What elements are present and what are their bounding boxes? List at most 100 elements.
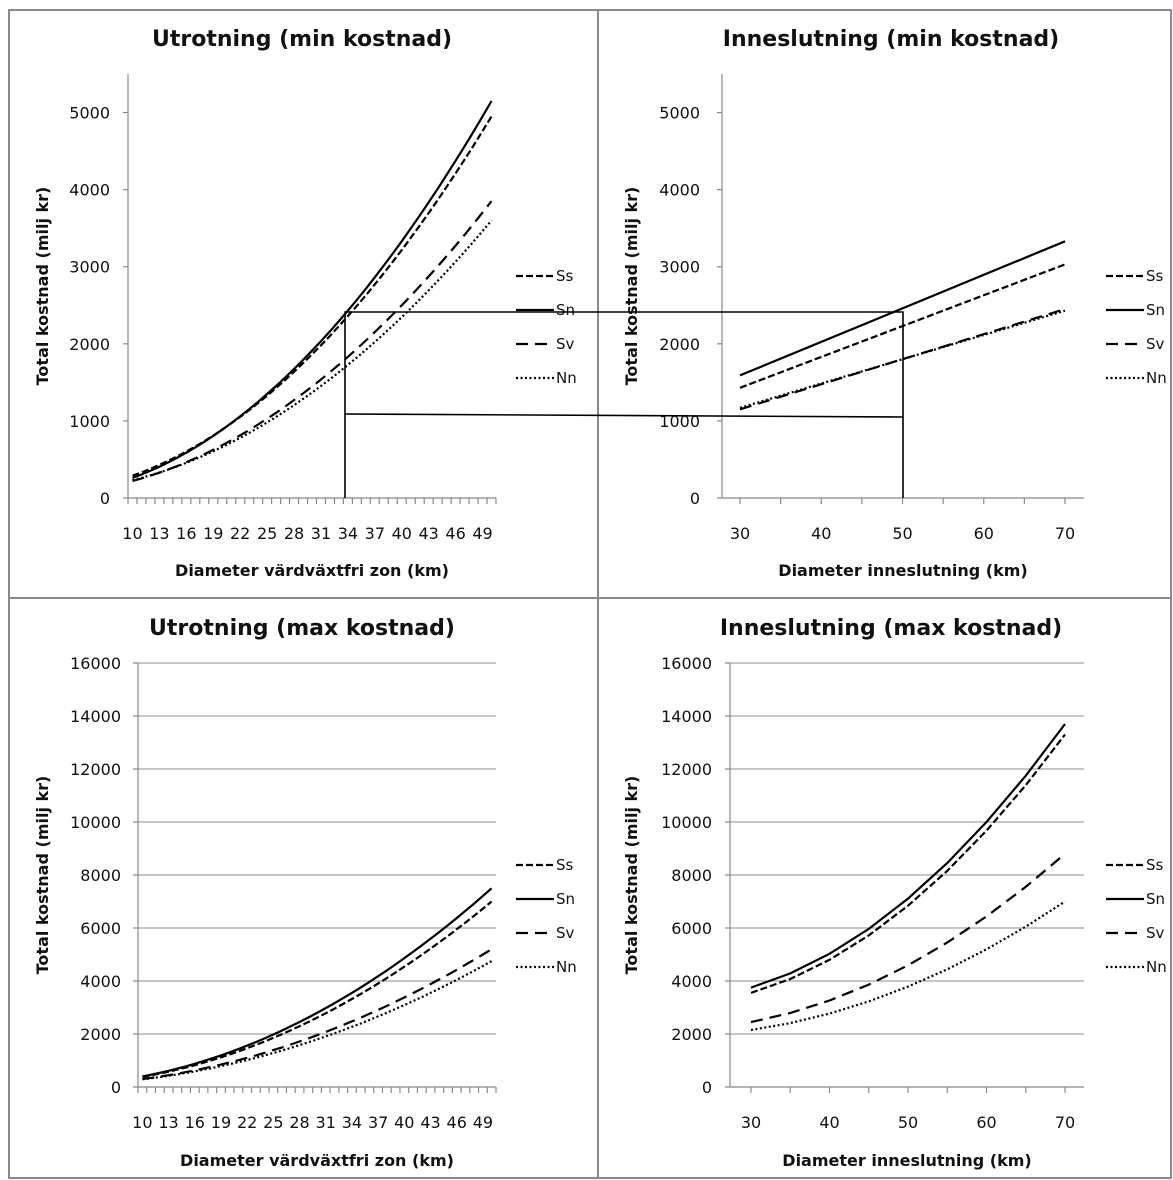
- x-tick-label: 50: [898, 1113, 918, 1132]
- x-axis-label: Diameter värdväxtfri zon (km): [180, 1151, 454, 1170]
- x-tick-label: 28: [284, 524, 304, 543]
- x-tick-label: 22: [237, 1113, 257, 1132]
- x-tick-label: 13: [158, 1113, 178, 1132]
- y-tick-label: 1000: [659, 412, 700, 431]
- chart-panel-1: Utrotning (min kostnad) Total kostnad (mi…: [33, 27, 577, 580]
- x-tick-label: 60: [976, 1113, 996, 1132]
- series-line-ss: [132, 115, 493, 477]
- x-tick-label: 31: [316, 1113, 336, 1132]
- legend-label-nn: Nn: [556, 369, 577, 387]
- panel-border-bottom-right: [597, 597, 1172, 1179]
- y-tick-label: 8000: [80, 866, 121, 885]
- y-axis-label: Total kostnad (milj kr): [622, 187, 641, 386]
- x-tick-label: 43: [419, 524, 439, 543]
- series-line-sn: [750, 723, 1066, 989]
- y-tick-label: 2000: [80, 1025, 121, 1044]
- x-tick-label: 30: [730, 524, 750, 543]
- chart-title: Utrotning (max kostnad): [149, 616, 455, 641]
- x-tick-label: 22: [230, 524, 250, 543]
- x-tick-label: 10: [122, 524, 142, 543]
- legend-label-ss: Ss: [1146, 856, 1164, 874]
- x-axis-label: Diameter inneslutning (km): [782, 1151, 1031, 1170]
- legend-label-sn: Sn: [556, 890, 575, 908]
- legend-label-nn: Nn: [556, 958, 577, 976]
- y-tick-label: 3000: [69, 258, 110, 277]
- legend-label-nn: Nn: [1146, 369, 1167, 387]
- y-tick-label: 10000: [661, 813, 712, 832]
- legend-label-sn: Sn: [1146, 301, 1165, 319]
- x-tick-label: 25: [263, 1113, 283, 1132]
- series-line-ss: [142, 900, 493, 1078]
- y-tick-label: 0: [702, 1078, 712, 1097]
- legend-label-ss: Ss: [1146, 267, 1164, 285]
- y-tick-label: 0: [690, 489, 700, 508]
- x-tick-label: 60: [974, 524, 994, 543]
- y-tick-label: 1000: [69, 412, 110, 431]
- y-tick-label: 6000: [80, 919, 121, 938]
- legend-label-sv: Sv: [556, 924, 575, 942]
- series-line-sv: [142, 948, 493, 1081]
- x-tick-label: 37: [368, 1113, 388, 1132]
- chart-panel-2: Inneslutning (min kostnad) Total kostnad …: [622, 27, 1167, 580]
- y-tick-label: 0: [100, 489, 110, 508]
- x-tick-label: 46: [445, 524, 465, 543]
- x-tick-label: 34: [342, 1113, 362, 1132]
- x-tick-label: 30: [741, 1113, 761, 1132]
- panel-border-top-right: [597, 9, 1172, 599]
- x-tick-label: 40: [392, 524, 412, 543]
- x-tick-label: 46: [447, 1113, 467, 1132]
- x-tick-label: 19: [203, 524, 223, 543]
- panel-borders: [8, 9, 1172, 1179]
- series-line-sv: [132, 200, 493, 483]
- overlay-bracket-upper: [344, 311, 904, 498]
- x-tick-label: 16: [176, 524, 196, 543]
- legend-label-sn: Sn: [1146, 890, 1165, 908]
- x-tick-label: 13: [149, 524, 169, 543]
- x-tick-label: 70: [1055, 1113, 1075, 1132]
- y-tick-label: 6000: [671, 919, 712, 938]
- legend-label-sv: Sv: [556, 335, 575, 353]
- x-tick-label: 10: [132, 1113, 152, 1132]
- x-tick-label: 50: [892, 524, 912, 543]
- y-tick-label: 4000: [69, 181, 110, 200]
- y-tick-label: 5000: [659, 104, 700, 123]
- y-tick-label: 8000: [671, 866, 712, 885]
- x-tick-label: 40: [811, 524, 831, 543]
- y-tick-label: 16000: [661, 654, 712, 673]
- series-line-sn: [142, 887, 493, 1078]
- x-tick-label: 16: [185, 1113, 205, 1132]
- chart-title: Inneslutning (min kostnad): [723, 27, 1059, 52]
- y-axis-label: Total kostnad (milj kr): [33, 776, 52, 975]
- y-tick-label: 0: [111, 1078, 121, 1097]
- y-tick-label: 4000: [659, 181, 700, 200]
- overlay-line-lower: [344, 413, 904, 418]
- y-tick-label: 5000: [69, 104, 110, 123]
- series-line-ss: [750, 733, 1066, 994]
- y-tick-label: 3000: [659, 258, 700, 277]
- y-tick-label: 2000: [659, 335, 700, 354]
- x-tick-label: 31: [311, 524, 331, 543]
- legend-label-nn: Nn: [1146, 958, 1167, 976]
- x-tick-label: 19: [211, 1113, 231, 1132]
- x-tick-label: 34: [338, 524, 358, 543]
- series-line-sn: [132, 100, 493, 480]
- x-tick-label: 37: [365, 524, 385, 543]
- chart-panel-4: Inneslutning (max kostnad) Total kostnad …: [622, 616, 1167, 1170]
- legend-label-sn: Sn: [556, 301, 575, 319]
- y-tick-label: 2000: [69, 335, 110, 354]
- chart-title: Utrotning (min kostnad): [152, 27, 452, 52]
- y-tick-label: 14000: [70, 707, 121, 726]
- x-axis-label: Diameter inneslutning (km): [778, 561, 1027, 580]
- x-tick-label: 49: [472, 524, 492, 543]
- y-tick-label: 4000: [671, 972, 712, 991]
- y-tick-label: 12000: [661, 760, 712, 779]
- x-tick-label: 25: [257, 524, 277, 543]
- y-tick-label: 4000: [80, 972, 121, 991]
- legend-label-sv: Sv: [1146, 924, 1165, 942]
- series-line-nn: [142, 960, 493, 1081]
- connection-overlay: [344, 311, 904, 498]
- chart-panel-3: Utrotning (max kostnad) Total kostnad (mi…: [33, 616, 577, 1170]
- y-tick-label: 14000: [661, 707, 712, 726]
- chart-title: Inneslutning (max kostnad): [720, 616, 1062, 641]
